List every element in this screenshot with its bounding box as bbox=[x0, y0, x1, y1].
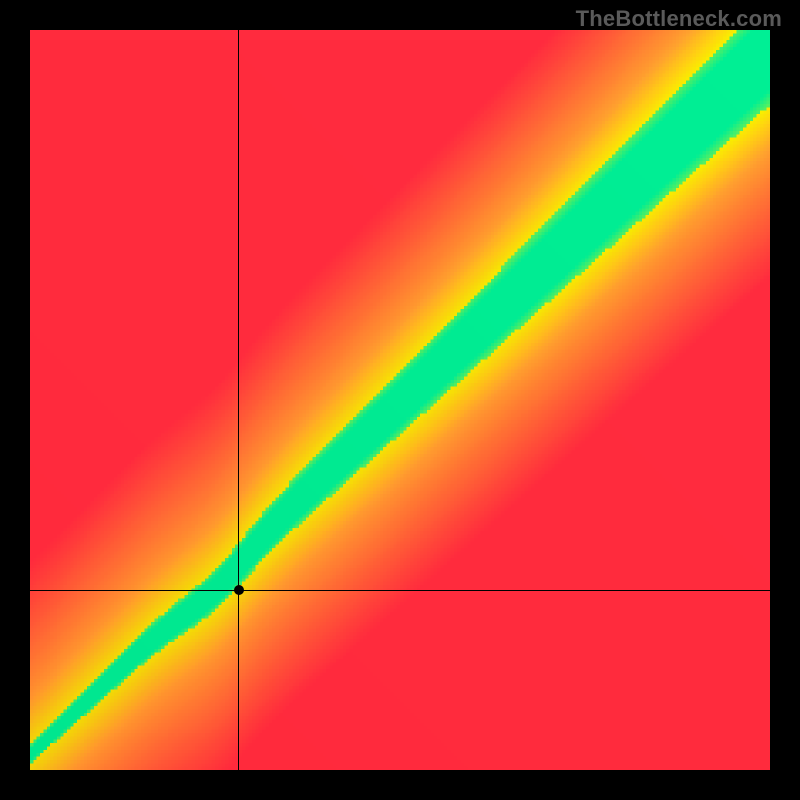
chart-container: TheBottleneck.com bbox=[0, 0, 800, 800]
crosshair-horizontal-line bbox=[30, 590, 770, 591]
heatmap-canvas bbox=[30, 30, 770, 770]
crosshair-vertical-line bbox=[238, 30, 239, 770]
heatmap-plot-area bbox=[30, 30, 770, 770]
watermark-label: TheBottleneck.com bbox=[576, 6, 782, 32]
crosshair-marker-dot bbox=[234, 585, 244, 595]
